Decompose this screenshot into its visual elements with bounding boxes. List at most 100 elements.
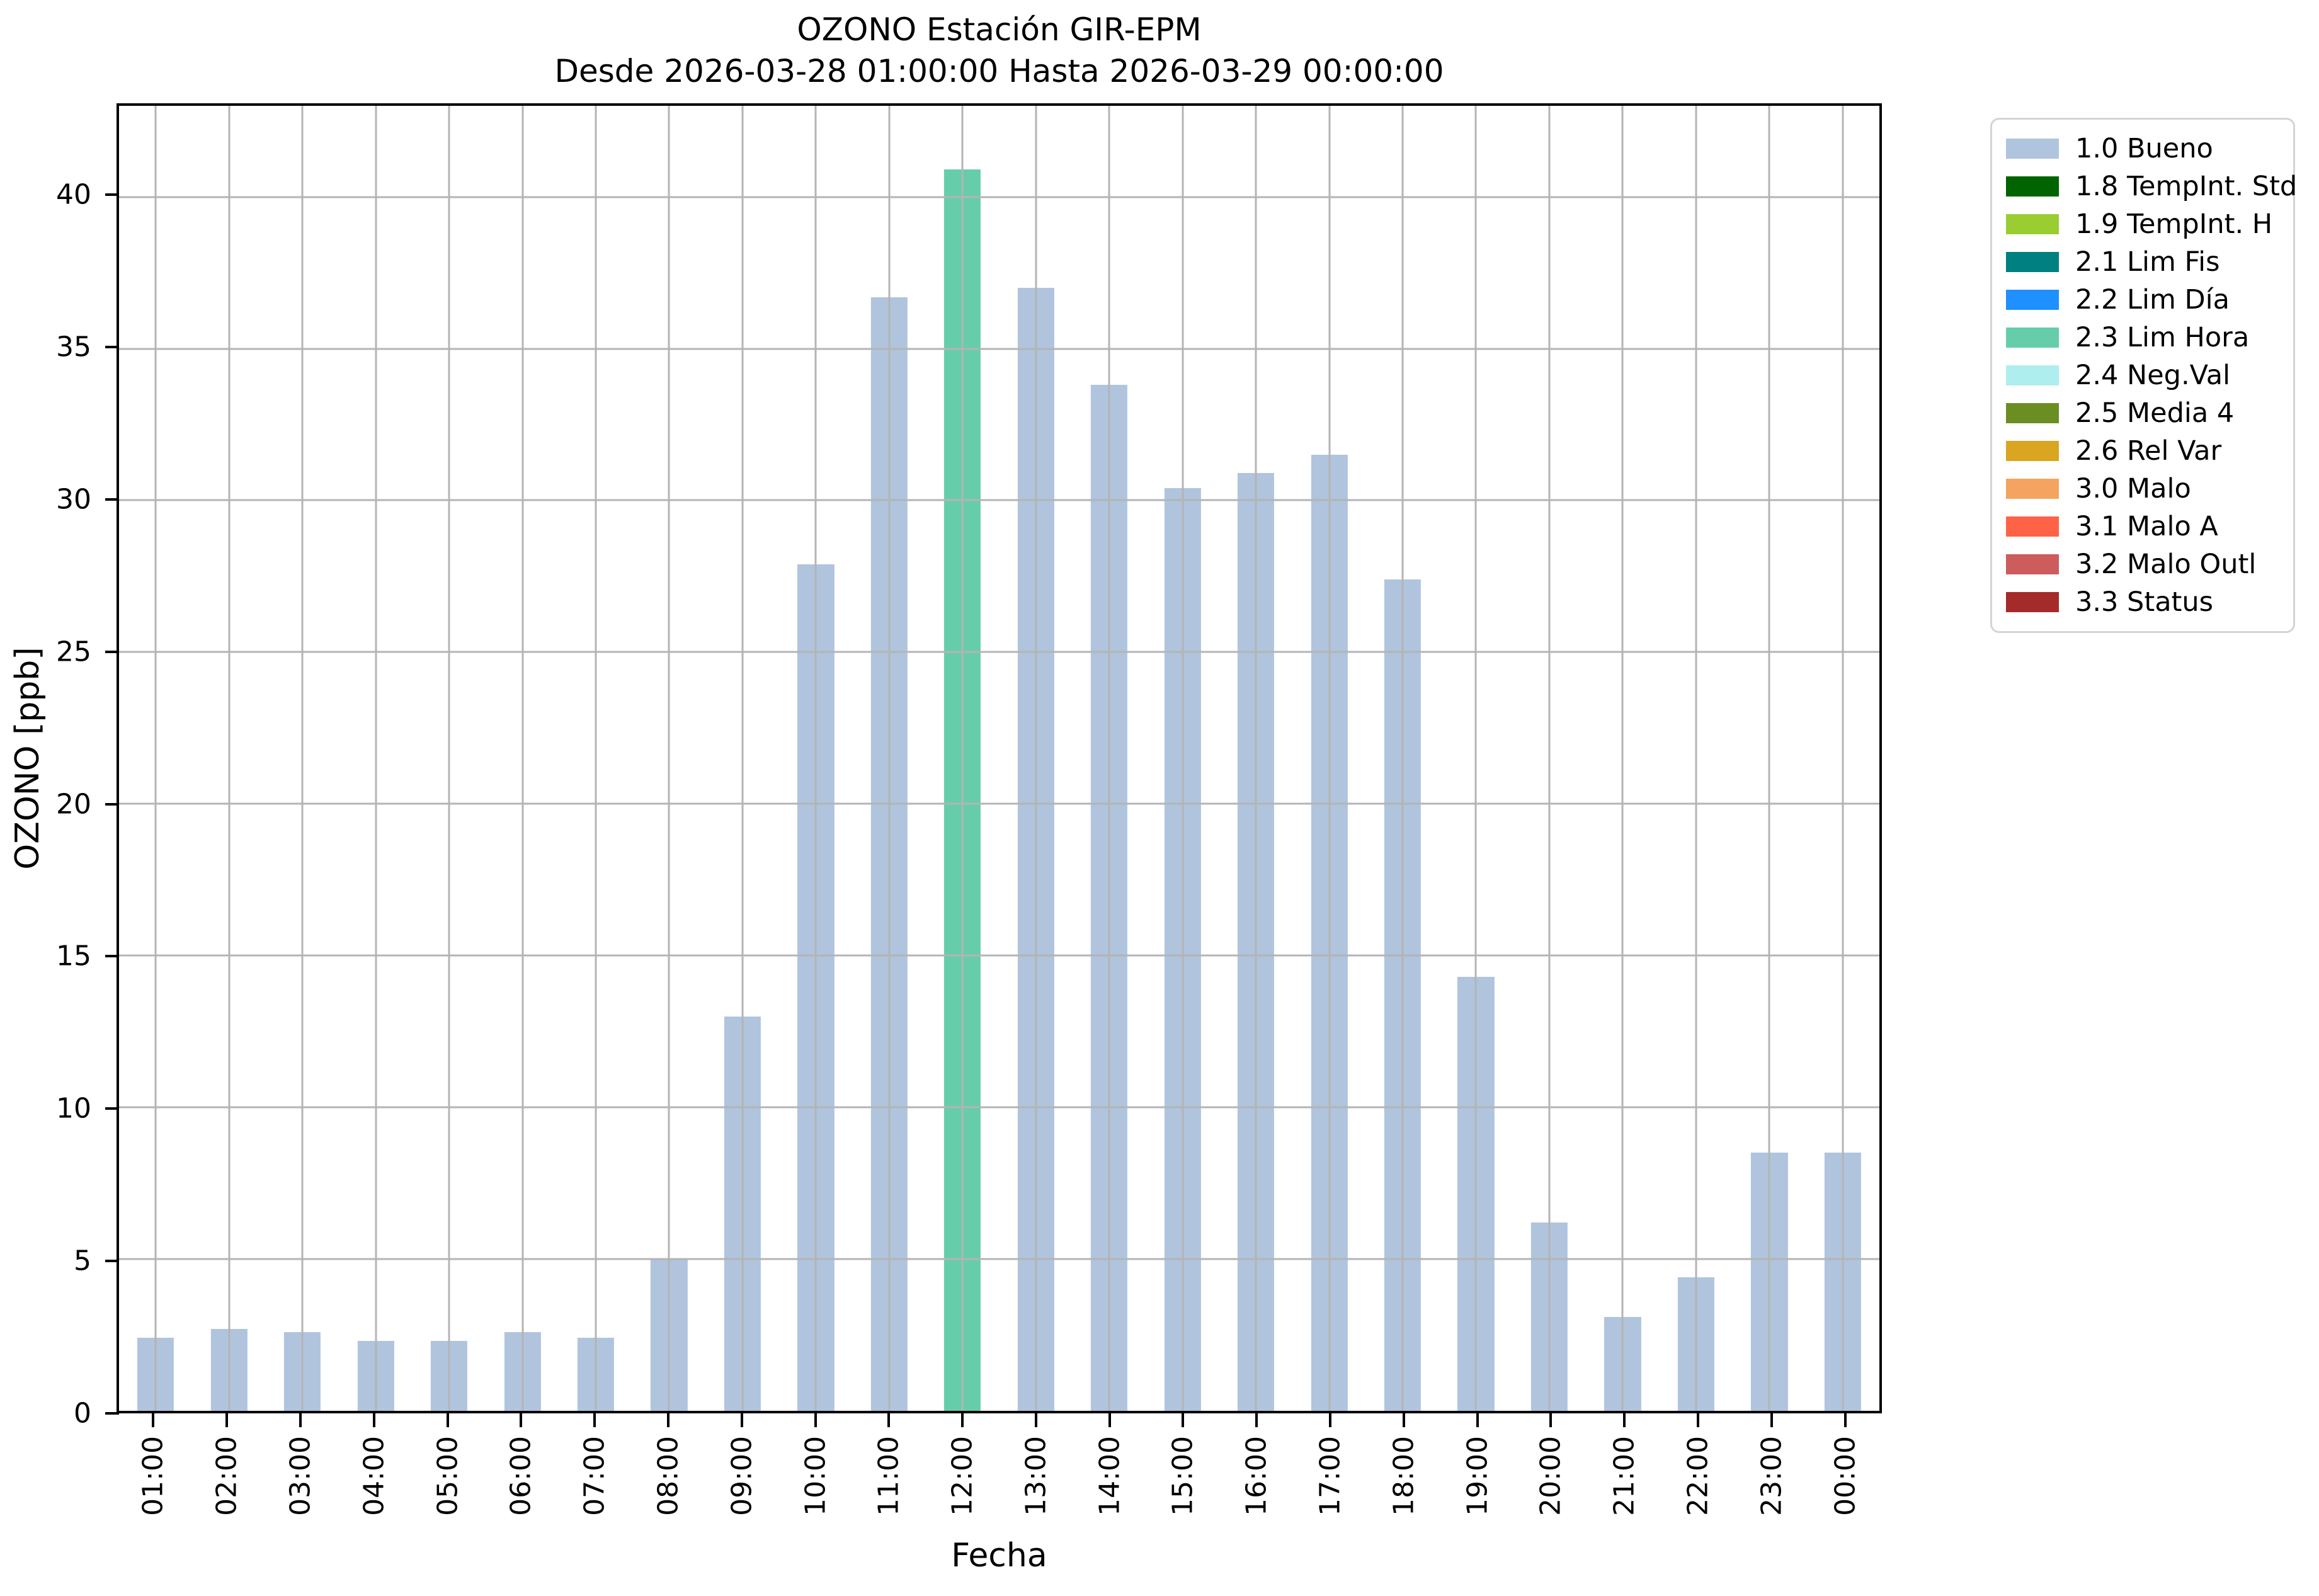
x-tick-mark (1402, 1413, 1405, 1427)
legend-item: 3.2 Malo Outl (1992, 545, 2293, 583)
x-tick-label: 16:00 (1241, 1436, 1273, 1516)
x-tick-mark (1329, 1413, 1332, 1427)
y-tick-label: 25 (56, 636, 91, 668)
horizontal-gridline (119, 348, 1879, 350)
y-tick-label: 5 (74, 1245, 91, 1277)
legend-swatch (2006, 441, 2059, 461)
x-tick-mark (1770, 1413, 1773, 1427)
x-tick-label-text: 06:00 (504, 1436, 537, 1516)
x-tick-mark (1549, 1413, 1553, 1427)
x-tick-label: 18:00 (1387, 1436, 1420, 1516)
y-tick-mark (105, 1260, 119, 1263)
legend-item: 1.9 TempInt. H (1992, 205, 2293, 243)
vertical-gridline (888, 106, 891, 1411)
chart-title-block: OZONO Estación GIR-EPM Desde 2026-03-28 … (117, 9, 1882, 92)
vertical-gridline (668, 106, 670, 1411)
legend-item: 3.3 Status (1992, 583, 2293, 621)
legend-label: 3.0 Malo (2075, 473, 2191, 504)
x-tick-label-text: 20:00 (1534, 1436, 1567, 1516)
x-tick-label: 13:00 (1020, 1436, 1052, 1516)
y-tick-label: 30 (56, 483, 91, 516)
legend-item: 2.4 Neg.Val (1992, 356, 2293, 394)
y-tick-label: 15 (56, 940, 91, 972)
legend-label: 2.5 Media 4 (2075, 397, 2235, 429)
x-tick-mark (814, 1413, 817, 1427)
vertical-gridline (1255, 106, 1257, 1411)
legend-swatch (2006, 214, 2059, 234)
vertical-gridline (1768, 106, 1770, 1411)
x-tick-label-text: 07:00 (578, 1436, 611, 1516)
horizontal-gridline (119, 196, 1879, 198)
x-tick-label: 00:00 (1829, 1436, 1861, 1516)
x-tick-label-text: 16:00 (1240, 1436, 1273, 1516)
x-tick-label: 12:00 (947, 1436, 979, 1516)
vertical-gridline (1842, 106, 1844, 1411)
y-tick-label: 20 (56, 788, 91, 821)
vertical-gridline (1182, 106, 1184, 1411)
x-tick-label: 22:00 (1682, 1436, 1714, 1516)
legend-item: 3.0 Malo (1992, 470, 2293, 508)
x-tick-label: 04:00 (358, 1436, 390, 1516)
vertical-gridline (814, 106, 817, 1411)
x-tick-mark (1034, 1413, 1037, 1427)
legend-item: 2.6 Rel Var (1992, 432, 2293, 470)
legend-label: 2.6 Rel Var (2075, 435, 2222, 467)
x-tick-mark (1697, 1413, 1700, 1427)
legend-item: 2.5 Media 4 (1992, 394, 2293, 432)
x-tick-mark (593, 1413, 596, 1427)
y-tick-label: 10 (56, 1092, 91, 1125)
x-tick-mark (152, 1413, 155, 1427)
vertical-gridline (228, 106, 231, 1411)
x-tick-label: 01:00 (137, 1436, 169, 1516)
x-tick-label-text: 17:00 (1314, 1436, 1347, 1516)
plot-area (117, 103, 1882, 1413)
x-tick-label: 08:00 (652, 1436, 684, 1516)
legend-label: 1.8 TempInt. Std (2075, 171, 2298, 202)
x-tick-mark (1476, 1413, 1479, 1427)
x-tick-mark (961, 1413, 964, 1427)
legend-swatch (2006, 176, 2059, 197)
x-tick-label: 05:00 (431, 1436, 464, 1516)
legend-label: 2.1 Lim Fis (2075, 246, 2220, 278)
x-tick-label: 15:00 (1167, 1436, 1199, 1516)
x-tick-label-text: 12:00 (946, 1436, 979, 1516)
vertical-gridline (301, 106, 304, 1411)
x-tick-label: 03:00 (284, 1436, 316, 1516)
x-tick-mark (299, 1413, 302, 1427)
legend-item: 1.8 TempInt. Std (1992, 168, 2297, 205)
x-tick-mark (1108, 1413, 1111, 1427)
x-tick-label-text: 04:00 (358, 1436, 390, 1516)
x-tick-label: 09:00 (726, 1436, 758, 1516)
legend-item: 1.0 Bueno (1992, 130, 2293, 168)
vertical-gridline (1108, 106, 1110, 1411)
vertical-gridline (595, 106, 597, 1411)
legend-label: 1.9 TempInt. H (2075, 208, 2273, 240)
x-tick-label: 07:00 (579, 1436, 611, 1516)
vertical-gridline (154, 106, 157, 1411)
vertical-gridline (741, 106, 744, 1411)
x-tick-label-text: 03:00 (284, 1436, 317, 1516)
x-tick-mark (1623, 1413, 1626, 1427)
x-tick-label: 06:00 (505, 1436, 537, 1516)
x-tick-mark (1182, 1413, 1185, 1427)
legend-swatch (2006, 403, 2059, 423)
x-tick-label: 11:00 (873, 1436, 905, 1516)
x-tick-label-text: 14:00 (1093, 1436, 1126, 1516)
legend-label: 1.0 Bueno (2075, 133, 2213, 164)
x-tick-label-text: 02:00 (210, 1436, 243, 1516)
x-tick-label: 17:00 (1314, 1436, 1347, 1516)
x-tick-label-text: 01:00 (137, 1436, 169, 1516)
x-tick-mark (520, 1413, 523, 1427)
x-tick-label-text: 00:00 (1829, 1436, 1862, 1516)
x-tick-label-text: 15:00 (1166, 1436, 1199, 1516)
legend-swatch (2006, 252, 2059, 272)
vertical-gridline (1035, 106, 1037, 1411)
legend-label: 3.2 Malo Outl (2075, 549, 2257, 580)
legend-label: 3.3 Status (2075, 586, 2214, 618)
x-tick-mark (1843, 1413, 1847, 1427)
x-tick-label-text: 21:00 (1608, 1436, 1641, 1516)
y-tick-mark (105, 193, 119, 197)
x-tick-mark (225, 1413, 229, 1427)
legend-swatch (2006, 328, 2059, 348)
